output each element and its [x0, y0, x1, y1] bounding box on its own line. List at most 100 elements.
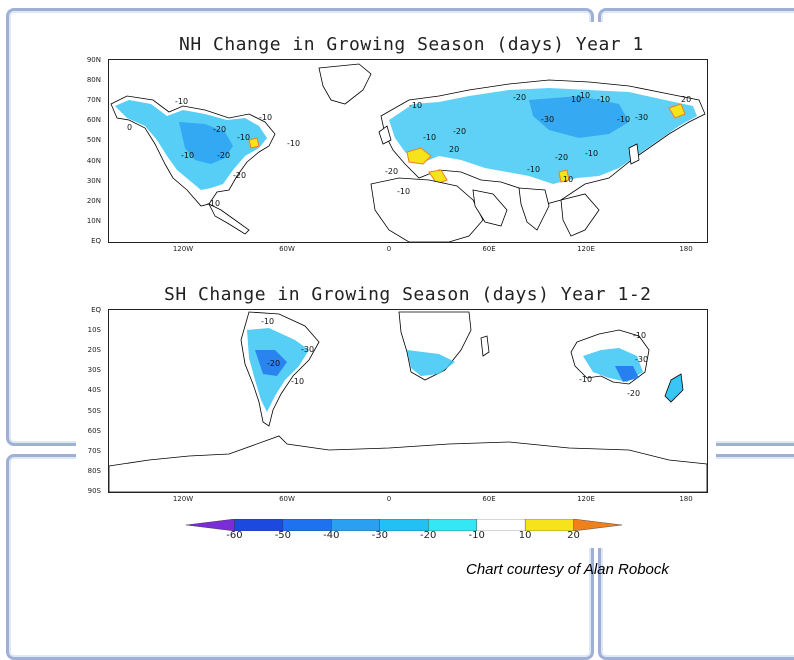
nh-lat-label: 30N	[86, 176, 101, 185]
colorbar-tick-label: 10	[518, 530, 532, 541]
sh-contour-label: -30	[301, 345, 314, 354]
antarctica-outline	[109, 435, 707, 492]
africa-north-outline	[370, 177, 484, 242]
sh-contour-labels: -10 -30 -20 -10 -10 -10 -30 -20	[261, 317, 648, 398]
nh-contour-label: -10	[577, 91, 590, 100]
colorbar-tick-label: -50	[274, 530, 292, 541]
colorbar-tick-label: -40	[323, 530, 340, 541]
nh-contour-label: -10	[617, 115, 630, 124]
nh-contour-label: 20	[449, 145, 459, 154]
nh-lat-label: 20N	[86, 196, 101, 205]
nh-contour-label: -10	[527, 165, 540, 174]
nh-contour-label: -30	[635, 113, 648, 122]
nh-map: -10 0 -20 -10 -10 -20 -10 -20 -10 -10 -10 -20 -10 20 -…	[108, 59, 708, 243]
sh-lat-label: 70S	[87, 446, 101, 455]
nh-contour-label: 20	[681, 95, 691, 104]
india-outline	[518, 187, 550, 231]
madagascar-outline	[480, 335, 490, 357]
sh-contour-label: -20	[267, 359, 280, 368]
nh-lat-label: 60N	[86, 116, 101, 125]
kamchatka-increase	[668, 103, 686, 119]
nh-lat-label: EQ	[91, 236, 101, 245]
colorbar-tick-label: -60	[226, 530, 243, 541]
nh-map-svg: -10 0 -20 -10 -10 -20 -10 -20 -10 -10 -10 -20 -10 20 -…	[110, 63, 706, 242]
colorbar-arrow-high	[573, 518, 623, 532]
nh-contour-label: -20	[217, 151, 230, 160]
colorbar-tick-label: 20	[567, 530, 580, 541]
siberia-change-darker	[529, 96, 629, 138]
sh-lat-label: 40S	[87, 386, 101, 395]
nh-contour-label: -20	[513, 93, 526, 102]
uk-outline	[378, 125, 392, 145]
nh-contour-label: 10	[571, 95, 581, 104]
nh-contour-label: -20	[213, 125, 226, 134]
sh-lon-label: 0	[386, 495, 392, 503]
colorbar-tick-label: -20	[420, 530, 437, 541]
nh-lon-label: 60E	[482, 245, 496, 253]
colorbar-tick-label: -10	[468, 530, 485, 541]
nh-lon-label: 180	[679, 245, 693, 253]
nh-contour-label: -20	[233, 171, 246, 180]
sh-lat-label: 50S	[87, 406, 101, 415]
sh-lat-label: 20S	[87, 346, 101, 355]
nh-contour-label: -10	[207, 199, 220, 208]
sh-contour-label: -20	[627, 389, 640, 398]
nh-contour-label: 10	[563, 175, 573, 184]
nh-contour-label: -30	[541, 115, 554, 124]
nh-contour-label: -10	[585, 149, 598, 158]
sh-contour-label: -30	[635, 355, 648, 364]
se-asia-outline	[560, 193, 600, 237]
africa-south-change	[407, 350, 455, 376]
sh-lon-label: 180	[679, 495, 693, 503]
na-increase	[248, 137, 260, 149]
nh-contour-label: -20	[453, 127, 466, 136]
mediterranean-increase	[406, 147, 432, 165]
sh-contour-label: -10	[291, 377, 304, 386]
na-change-darker	[179, 122, 233, 164]
sh-lat-label: 90S	[87, 486, 101, 495]
nh-lat-label: 90N	[86, 56, 101, 64]
greenland-outline	[318, 63, 372, 105]
sh-lon-label: 120W	[172, 495, 194, 503]
africa-increase	[428, 169, 448, 185]
nh-lon-label: 60W	[279, 245, 295, 253]
nh-contour-label: -10	[423, 133, 436, 142]
nh-lon-label: 120W	[172, 245, 194, 253]
sh-lat-label: 60S	[87, 426, 101, 435]
sh-lat-label: 80S	[87, 466, 101, 475]
nh-contour-label: -10	[409, 101, 422, 110]
nh-contour-label: -20	[385, 167, 398, 176]
nh-contour-label: -10	[597, 95, 610, 104]
nh-contour-label: -10	[175, 97, 188, 106]
arabia-outline	[472, 189, 508, 227]
sh-lat-label: 10S	[87, 326, 101, 335]
nh-contour-label: -10	[237, 133, 250, 142]
nh-lat-label: 80N	[86, 76, 101, 85]
nh-lat-label: 10N	[86, 216, 101, 225]
nh-contour-label: 0	[127, 123, 132, 132]
nh-contour-label: -10	[397, 187, 410, 196]
nh-contour-labels: -10 0 -20 -10 -10 -20 -10 -20 -10 -10 -10 -20 -10 20 -…	[127, 91, 691, 208]
australia-change-darker	[615, 366, 639, 382]
nh-lon-label: 0	[386, 245, 392, 253]
nh-contour-label: -20	[555, 153, 568, 162]
nh-panel-title: NH Change in Growing Season (days) Year …	[179, 34, 644, 55]
colorbar	[185, 516, 623, 532]
central-america-outline	[208, 203, 250, 235]
colorbar-tick-label: -30	[371, 530, 388, 541]
sh-lon-label: 120E	[577, 495, 595, 503]
nh-lat-label: 70N	[86, 96, 101, 105]
nh-lon-label: 120E	[577, 245, 595, 253]
sh-lat-label: 30S	[87, 366, 101, 375]
sh-contour-label: -10	[579, 375, 592, 384]
colorbar-svg	[185, 518, 623, 532]
nh-contour-label: -10	[181, 151, 194, 160]
sh-map-svg: -10 -30 -20 -10 -10 -10 -30 -20	[109, 311, 707, 492]
japan-outline	[628, 143, 640, 165]
sh-map: -10 -30 -20 -10 -10 -10 -30 -20	[108, 309, 708, 493]
nh-lat-label: 40N	[86, 156, 101, 165]
sh-lon-label: 60W	[279, 495, 295, 503]
nh-lat-label: 50N	[86, 136, 101, 145]
nh-contour-label: -10	[287, 139, 300, 148]
nh-contour-label: -10	[259, 113, 272, 122]
